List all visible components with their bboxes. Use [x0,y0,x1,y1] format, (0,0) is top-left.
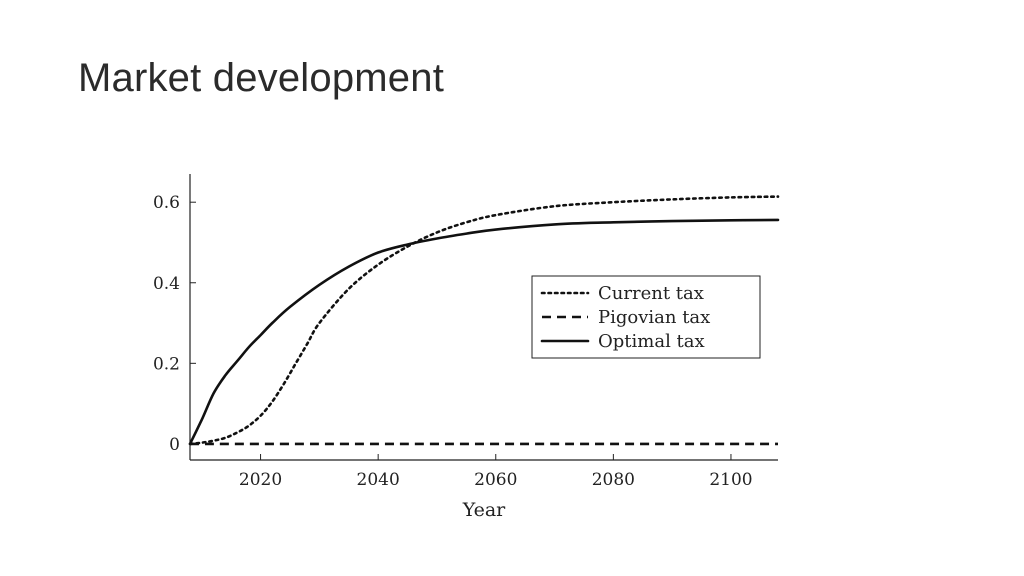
x-tick-label: 2100 [709,470,752,490]
x-tick-label: 2040 [357,470,400,490]
legend-label-pigovian-tax: Pigovian tax [598,307,710,328]
x-tick-label: 2080 [592,470,635,490]
axes: 0 0.2 0.4 0.6 2020 2040 2060 2080 2100 [153,174,778,490]
y-tick-label: 0 [169,435,180,455]
legend: Current tax Pigovian tax Optimal tax [531,275,761,359]
x-tick-label: 2060 [474,470,517,490]
series-line-current-tax [188,195,780,446]
slide-title: Market development [78,56,445,100]
legend-box [531,275,761,359]
x-tick-label: 2020 [239,470,282,490]
series-lines [188,195,780,446]
series-line-optimal-tax [188,218,780,446]
market-development-chart: 0 0.2 0.4 0.6 2020 2040 2060 2080 2100 Current t… [153,174,780,521]
y-tick-label: 0.2 [153,354,180,374]
legend-label-current-tax: Current tax [598,283,704,304]
y-tick-label: 0.4 [153,274,180,294]
legend-label-optimal-tax: Optimal tax [598,331,705,352]
x-axis-label: Year [462,499,506,521]
y-tick-label: 0.6 [153,193,180,213]
